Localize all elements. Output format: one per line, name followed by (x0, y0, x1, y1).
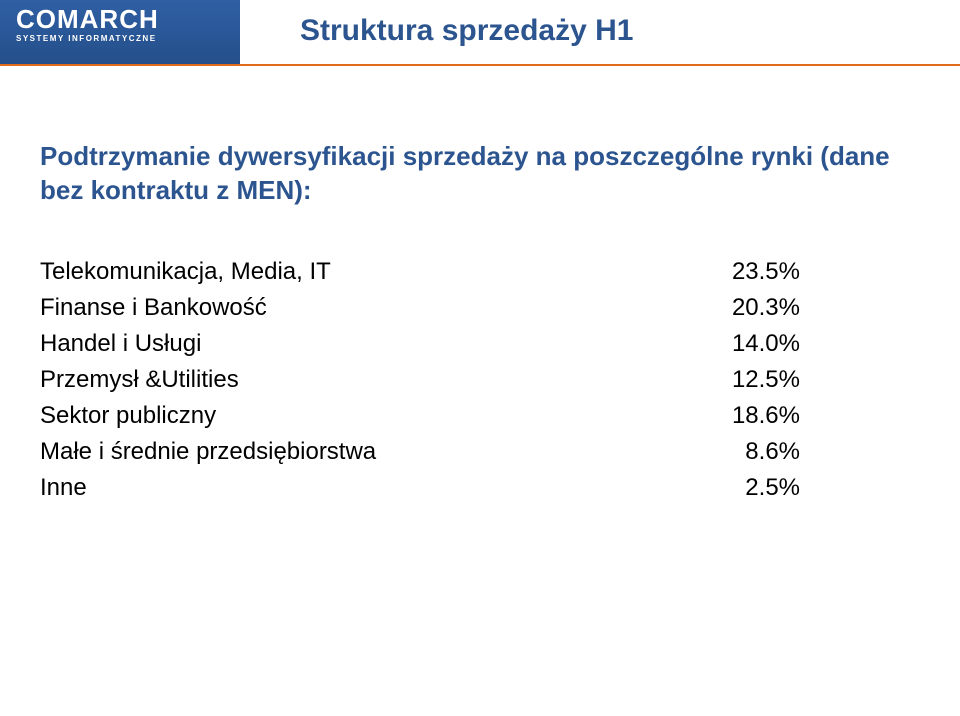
row-value: 12.5% (680, 362, 800, 398)
row-label: Przemysł &Utilities (40, 362, 680, 398)
body: Podtrzymanie dywersyfikacji sprzedaży na… (40, 140, 920, 506)
row-label: Finanse i Bankowość (40, 290, 680, 326)
table-row: Inne 2.5% (40, 470, 800, 506)
row-label: Telekomunikacja, Media, IT (40, 254, 680, 290)
logo: COMARCH SYSTEMY INFORMATYCZNE (16, 6, 159, 43)
row-value: 2.5% (680, 470, 800, 506)
lead-text: Podtrzymanie dywersyfikacji sprzedaży na… (40, 140, 920, 208)
table-row: Finanse i Bankowość 20.3% (40, 290, 800, 326)
row-label: Małe i średnie przedsiębiorstwa (40, 434, 680, 470)
data-table: Telekomunikacja, Media, IT 23.5% Finanse… (40, 254, 800, 506)
table-row: Handel i Usługi 14.0% (40, 326, 800, 362)
table-row: Sektor publiczny 18.6% (40, 398, 800, 434)
row-value: 8.6% (680, 434, 800, 470)
title-underline (0, 64, 960, 66)
header: COMARCH SYSTEMY INFORMATYCZNE Struktura … (0, 0, 960, 64)
row-value: 14.0% (680, 326, 800, 362)
row-label: Sektor publiczny (40, 398, 680, 434)
slide-title: Struktura sprzedaży H1 (300, 14, 633, 48)
row-label: Handel i Usługi (40, 326, 680, 362)
row-value: 20.3% (680, 290, 800, 326)
row-value: 23.5% (680, 254, 800, 290)
logo-subtitle: SYSTEMY INFORMATYCZNE (16, 34, 159, 43)
logo-text: COMARCH (16, 6, 159, 32)
table-row: Małe i średnie przedsiębiorstwa 8.6% (40, 434, 800, 470)
row-value: 18.6% (680, 398, 800, 434)
table-row: Telekomunikacja, Media, IT 23.5% (40, 254, 800, 290)
table-row: Przemysł &Utilities 12.5% (40, 362, 800, 398)
row-label: Inne (40, 470, 680, 506)
